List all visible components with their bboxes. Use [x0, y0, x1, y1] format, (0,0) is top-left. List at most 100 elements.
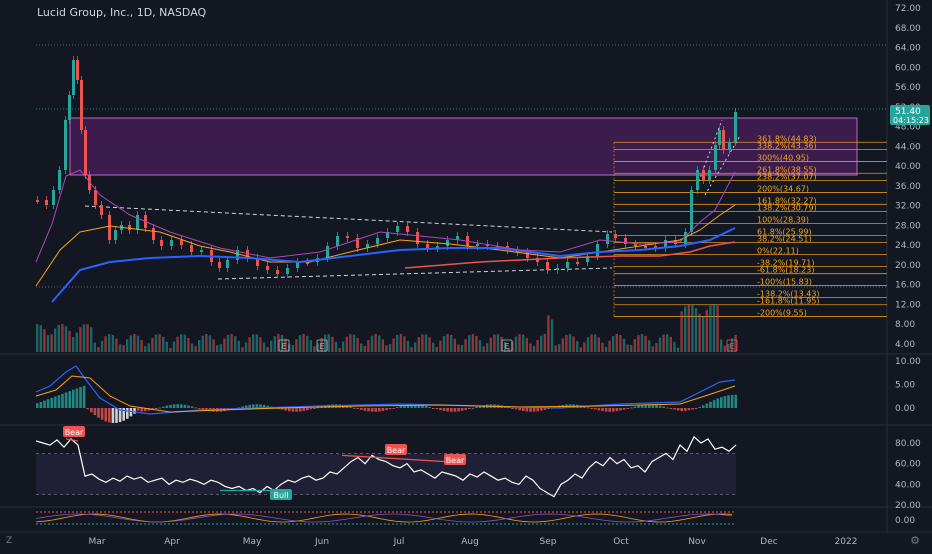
- macd-histogram-bar: [316, 407, 320, 409]
- gear-icon[interactable]: ⚙: [910, 534, 920, 547]
- fib-level-label: 238.2%(37.07): [757, 173, 817, 182]
- candle-body: [366, 244, 369, 248]
- time-axis-label: 2022: [835, 537, 858, 547]
- macd-histogram-bar: [194, 407, 197, 409]
- price-tick-label: 32.00: [895, 202, 921, 212]
- candle-body: [84, 130, 87, 175]
- volume-bar: [723, 345, 726, 352]
- candle-body: [456, 236, 459, 240]
- volume-bar: [187, 337, 190, 352]
- volume-bar: [540, 335, 543, 352]
- macd-histogram-bar: [374, 408, 377, 412]
- volume-bar: [604, 346, 608, 352]
- macd-histogram-bar: [57, 395, 61, 408]
- fib-level-label: 38.2%(24.51): [757, 235, 812, 244]
- macd-histogram-bar: [309, 408, 313, 410]
- volume-bar: [162, 336, 165, 352]
- volume-bar: [129, 335, 132, 352]
- volume-bar: [115, 338, 118, 352]
- macd-histogram-bar: [313, 408, 316, 409]
- volume-bar: [478, 340, 482, 352]
- macd-histogram-bar: [129, 408, 133, 417]
- volume-bar: [298, 335, 302, 352]
- macd-histogram-bar: [306, 408, 309, 411]
- volume-bar: [230, 334, 233, 352]
- volume-bar: [586, 337, 590, 352]
- candle-body: [734, 112, 737, 142]
- volume-bar: [414, 342, 417, 352]
- macd-histogram-bar: [75, 388, 79, 408]
- macd-histogram-bar: [266, 405, 269, 408]
- volume-bar: [79, 327, 82, 352]
- macd-histogram-bar: [54, 396, 57, 408]
- macd-histogram-bar: [255, 404, 259, 408]
- signal-badge-label: Bear: [387, 446, 406, 455]
- macd-histogram-bar: [543, 408, 547, 410]
- time-axis-label: Jun: [314, 537, 329, 547]
- macd-histogram-bar: [676, 408, 680, 411]
- volume-bar: [302, 334, 305, 352]
- volume-bar: [338, 347, 341, 352]
- macd-histogram-bar: [367, 408, 370, 412]
- macd-histogram-bar: [115, 408, 118, 423]
- macd-histogram-bar: [396, 407, 399, 409]
- macd-histogram-bar: [666, 407, 669, 409]
- earnings-marker-label: E: [504, 342, 509, 351]
- macd-histogram-bar: [248, 404, 251, 408]
- volume-bar: [716, 305, 719, 352]
- time-axis-label: Mar: [89, 537, 106, 547]
- macd-histogram-bar: [446, 408, 449, 412]
- trendline: [217, 267, 613, 280]
- time-axis-label: Jul: [393, 537, 405, 547]
- volume-bar: [97, 347, 100, 352]
- candle-body: [476, 244, 479, 246]
- volume-bar: [259, 337, 262, 352]
- volume-bar: [435, 346, 438, 352]
- macd-histogram-bar: [403, 405, 406, 408]
- macd-histogram-bar: [468, 408, 471, 409]
- volume-bar: [399, 334, 402, 352]
- macd-histogram-bar: [601, 408, 604, 412]
- volume-bar: [284, 338, 287, 352]
- volume-bar: [518, 334, 521, 352]
- macd-histogram-bar: [302, 408, 305, 412]
- volume-bar: [266, 346, 269, 352]
- volume-bar: [57, 324, 60, 352]
- macd-histogram-bar: [457, 408, 460, 412]
- volume-bar: [601, 342, 604, 352]
- macd-histogram-bar: [352, 407, 356, 409]
- rsi-band: [36, 453, 736, 495]
- volume-bar: [176, 336, 179, 352]
- macd-histogram-bar: [709, 401, 712, 408]
- volume-bar: [482, 346, 485, 352]
- macd-histogram-bar: [381, 408, 385, 411]
- candle-body: [36, 200, 39, 202]
- macd-histogram-bar: [514, 408, 518, 410]
- candle-body: [152, 228, 155, 240]
- volume-bar: [370, 335, 374, 352]
- price-tick-label: 44.00: [895, 142, 921, 152]
- volume-bar: [597, 337, 600, 352]
- candle-body: [306, 262, 309, 264]
- volume-bar: [68, 330, 71, 352]
- ma-red: [404, 241, 736, 269]
- macd-histogram-bar: [673, 408, 676, 410]
- macd-histogram-bar: [648, 404, 651, 408]
- macd-histogram-bar: [658, 405, 662, 408]
- candle-body: [236, 250, 239, 260]
- candle-body: [336, 236, 339, 246]
- volume-bar: [295, 339, 298, 352]
- volume-bar: [194, 346, 197, 352]
- volume-bar: [100, 340, 104, 352]
- macd-histogram-bar: [460, 408, 464, 411]
- volume-bar: [180, 334, 183, 352]
- macd-histogram-bar: [169, 404, 172, 408]
- macd-histogram-bar: [183, 404, 187, 408]
- candle-body: [136, 215, 139, 230]
- signal-badge-label: Bull: [273, 491, 288, 500]
- volume-bar: [367, 339, 370, 352]
- volume-bar: [72, 337, 75, 352]
- volume-bar: [151, 337, 154, 352]
